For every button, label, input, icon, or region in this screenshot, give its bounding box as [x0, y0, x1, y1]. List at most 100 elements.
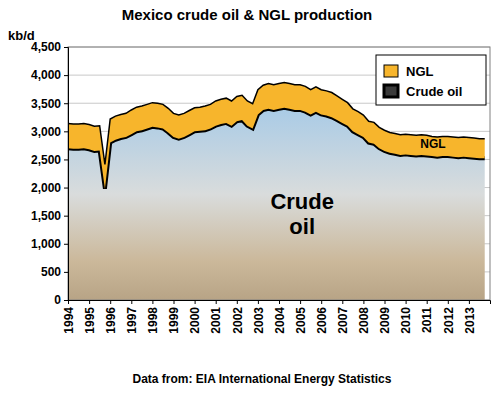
x-tick: 2004	[273, 300, 287, 334]
x-tick: 2000	[188, 300, 202, 334]
x-tick-mark	[68, 300, 69, 304]
x-tick: 2001	[209, 300, 223, 334]
x-tick-mark	[385, 300, 386, 304]
annotation: NGL	[420, 137, 445, 151]
x-tick: 2010	[399, 300, 413, 334]
x-tick: 2006	[315, 300, 329, 334]
legend-swatch	[384, 65, 398, 77]
x-tick-mark	[406, 300, 407, 304]
y-tick-label: 500	[41, 265, 61, 279]
title: Mexico crude oil & NGL production	[122, 6, 373, 23]
y-tick-label: 3,500	[31, 97, 61, 111]
y-tick: 1,000	[31, 237, 68, 251]
x-tick: 2005	[294, 300, 308, 334]
y-tick-mark	[64, 47, 68, 48]
y-tick: 500	[41, 265, 68, 279]
marks	[68, 82, 485, 300]
x-tick-label: 2003	[252, 307, 266, 334]
x-tick: 2009	[378, 300, 392, 334]
annotation: Crudeoil	[270, 189, 334, 239]
y-tick-label: 4,000	[31, 68, 61, 82]
y-tick-mark	[64, 188, 68, 189]
x-tick-mark	[469, 300, 470, 304]
x-tick-label: 1997	[125, 307, 139, 334]
x-tick: 1997	[125, 300, 139, 334]
x-tick: 2011	[420, 300, 434, 333]
x-tick: 2013	[463, 300, 477, 334]
x-tick-mark	[300, 300, 301, 304]
x-tick-mark	[321, 300, 322, 304]
source: Data from: EIA International Energy Stat…	[133, 372, 392, 386]
y-tick-label: 0	[54, 293, 61, 307]
x-tick: 2007	[336, 300, 350, 334]
x-tick-label: 1999	[167, 307, 181, 334]
x-tick-mark	[363, 300, 364, 304]
chart: 0 500 1,000 1,500 2,000 2,500 3,000 3,500 4,000 4…	[0, 0, 504, 397]
y-tick: 4,500	[31, 40, 68, 54]
x-tick-label: 2000	[188, 307, 202, 334]
y-tick-label: 2,500	[31, 153, 61, 167]
y-tick-mark	[64, 103, 68, 104]
x-tick-label: 2008	[357, 307, 371, 334]
x-tick-mark	[216, 300, 217, 304]
x-tick-mark	[342, 300, 343, 304]
x-tick-mark	[174, 300, 175, 304]
y-tick: 0	[54, 293, 68, 307]
y-axis-line	[64, 48, 69, 301]
x-tick-mark	[152, 300, 153, 304]
x-tick-label: 2004	[273, 307, 287, 334]
legend-swatch	[384, 85, 398, 97]
legend-label: Crude oil	[406, 84, 462, 99]
y-tick: 3,000	[31, 125, 68, 139]
y-tick: 2,000	[31, 181, 68, 195]
y-tick-label: 1,500	[31, 209, 61, 223]
y-axis: 0 500 1,000 1,500 2,000 2,500 3,000 3,500 4,000 4…	[31, 40, 69, 307]
legend-box	[376, 55, 486, 105]
x-tick-mark	[258, 300, 259, 304]
x-tick: 1994	[62, 300, 76, 334]
legend-label: NGL	[406, 64, 434, 79]
x-axis-line	[69, 301, 491, 305]
x-tick: 1995	[83, 300, 97, 334]
y-tick: 1,500	[31, 209, 68, 223]
x-axis: 1994 1995 1996 1997 1998 1999 2000 2001 2002 2003…	[62, 300, 491, 334]
x-tick-mark	[448, 300, 449, 304]
x-tick: 1999	[167, 300, 181, 334]
x-tick-mark	[237, 300, 238, 304]
x-tick-mark	[131, 300, 132, 304]
x-tick-label: 1998	[146, 307, 160, 334]
plot-frame	[68, 47, 490, 300]
y-tick-mark	[64, 244, 68, 245]
y-tick: 3,500	[31, 97, 68, 111]
legend: NGL Crude oil	[376, 55, 486, 105]
x-tick-label: 2006	[315, 307, 329, 334]
y-tick-label: 2,000	[31, 181, 61, 195]
y-tick-mark	[64, 159, 68, 160]
x-tick-label: 1995	[83, 307, 97, 334]
x-tick-label: 2002	[231, 307, 245, 334]
x-tick: 2012	[442, 300, 456, 334]
x-tick-mark	[89, 300, 90, 304]
x-tick: 1996	[104, 300, 118, 334]
y-tick-label: 1,000	[31, 237, 61, 251]
y-tick: 4,000	[31, 68, 68, 82]
x-tick-label: 2011	[420, 307, 434, 333]
x-tick: 2008	[357, 300, 371, 334]
x-tick: 1998	[146, 300, 160, 334]
x-tick-label: 1996	[104, 307, 118, 334]
y-axis-title: kb/d	[8, 28, 35, 43]
x-tick-label: 1994	[62, 307, 76, 334]
y-tick: 2,500	[31, 153, 68, 167]
y-tick-mark	[64, 300, 68, 301]
area-0	[68, 108, 485, 300]
y-tick-label: 3,000	[31, 125, 61, 139]
x-tick-label: 2001	[209, 307, 223, 334]
x-tick-label: 2009	[378, 307, 392, 334]
x-tick-mark	[279, 300, 280, 304]
x-tick: 2003	[252, 300, 266, 334]
x-tick-label: 2012	[442, 307, 456, 334]
x-tick-mark	[110, 300, 111, 304]
plot: 0 500 1,000 1,500 2,000 2,500 3,000 3,500 4,000 4…	[31, 40, 491, 333]
y-tick-mark	[64, 75, 68, 76]
x-tick-label: 2013	[463, 307, 477, 334]
